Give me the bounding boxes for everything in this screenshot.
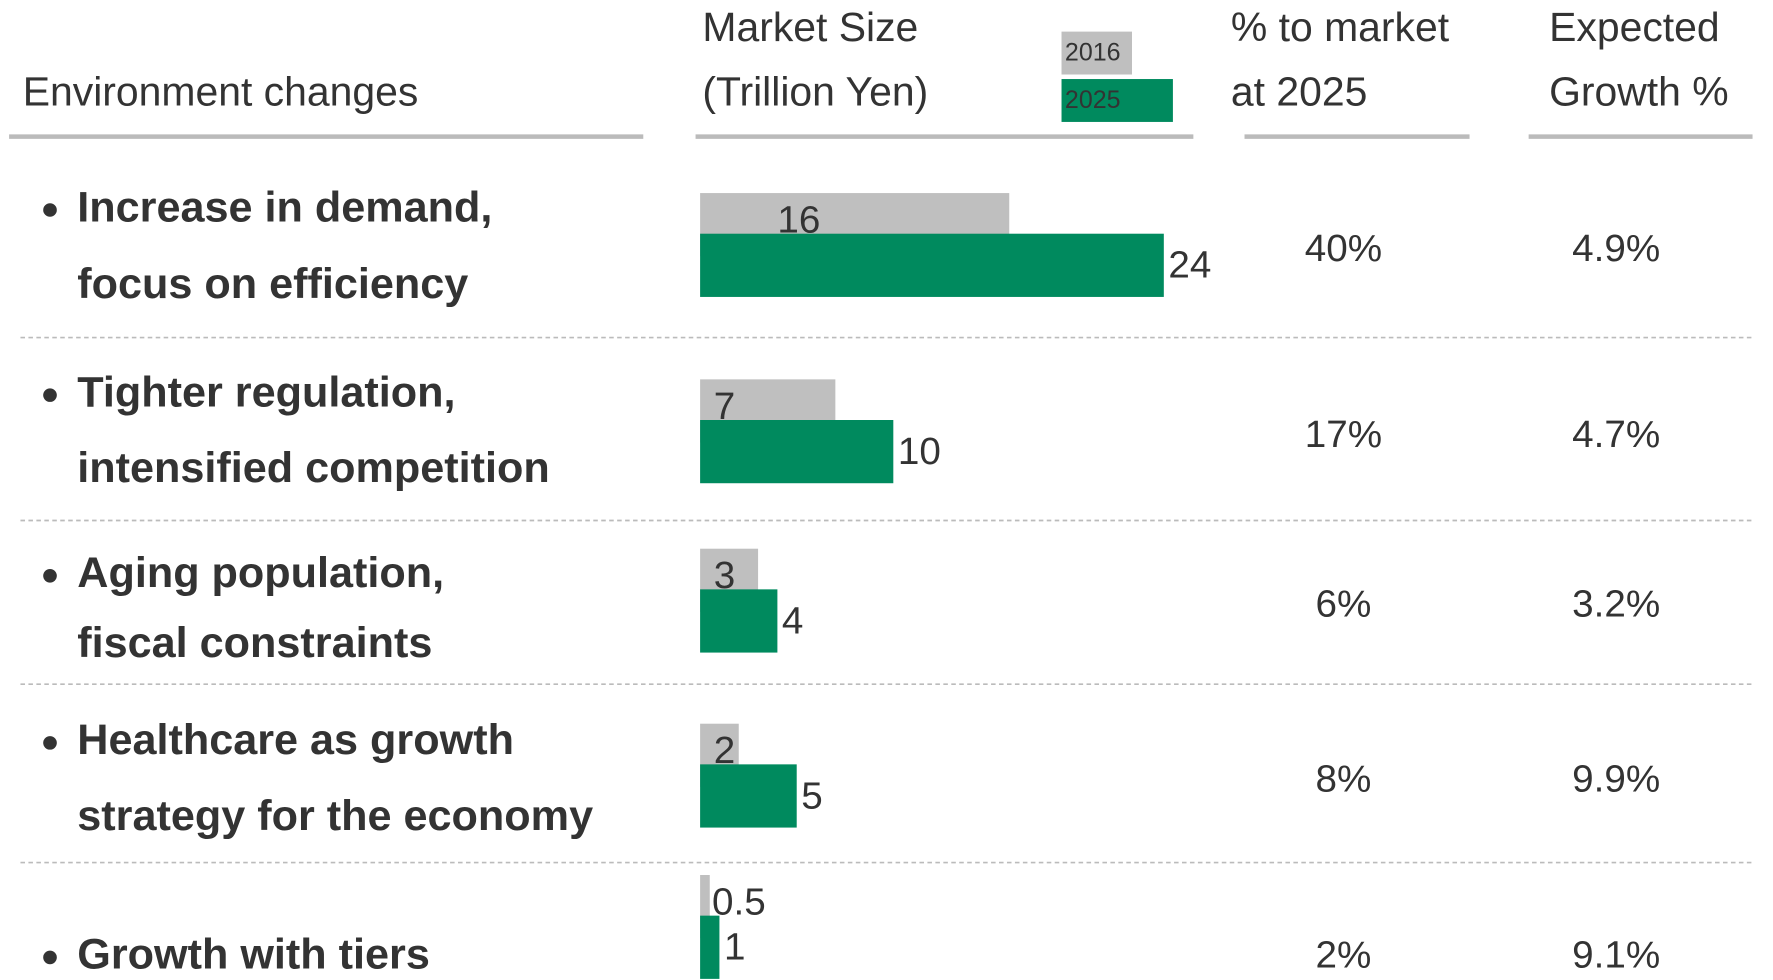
value-label: 16 [777,199,820,242]
growth: 4.9% [1572,227,1660,270]
header: Market Size [702,4,918,50]
share: 40% [1305,227,1382,270]
value-label: 2 [714,729,735,772]
header: at 2025 [1231,69,1367,115]
share: 6% [1315,583,1371,626]
value-label: 10 [898,430,941,473]
separators [20,336,1753,864]
share: 8% [1315,758,1371,801]
growth: 3.2% [1572,583,1660,626]
bullet [43,569,57,583]
header: Environment changes [23,69,419,115]
legend-swatch [1061,79,1173,122]
header: Expected [1549,4,1720,50]
row-label: Increase in demand, [77,183,492,231]
value-label: 4 [782,599,803,642]
header: Growth % [1549,69,1729,115]
bullet [43,950,57,965]
share: 17% [1305,413,1382,456]
row-label: strategy for the economy [77,792,593,840]
growth: 4.7% [1572,413,1660,456]
row-label: Growth with tiers [77,931,430,979]
row-label: focus on efficiency [77,260,468,308]
bar-2025 [700,915,720,979]
bullet [43,203,57,217]
growth: 9.1% [1572,934,1660,977]
header: (Trillion Yen) [702,69,928,115]
bullet [43,388,57,402]
value-label: 24 [1168,244,1211,287]
legend-label: 2016 [1065,39,1121,67]
header: % to market [1231,4,1450,50]
value-label: 7 [714,385,735,428]
bullet [43,736,57,750]
bar-2025 [700,589,778,653]
row-label: Healthcare as growth [77,716,514,764]
value-label: 0.5 [712,881,766,924]
row-label: fiscal constraints [77,619,432,667]
row-label: intensified competition [77,444,550,492]
legend-swatch [1061,31,1132,75]
legend-label: 2025 [1065,86,1121,114]
value-label: 3 [714,554,735,597]
bar-2025 [700,764,797,828]
value-label: 5 [801,774,822,817]
bar-2016 [700,875,710,939]
bar-2025 [700,233,1164,297]
row-label: Tighter regulation, [77,369,455,417]
growth: 9.9% [1572,758,1660,801]
value-label: 1 [724,926,745,969]
share: 2% [1315,934,1371,977]
bar-2025 [700,420,894,484]
row-label: Aging population, [77,549,444,597]
